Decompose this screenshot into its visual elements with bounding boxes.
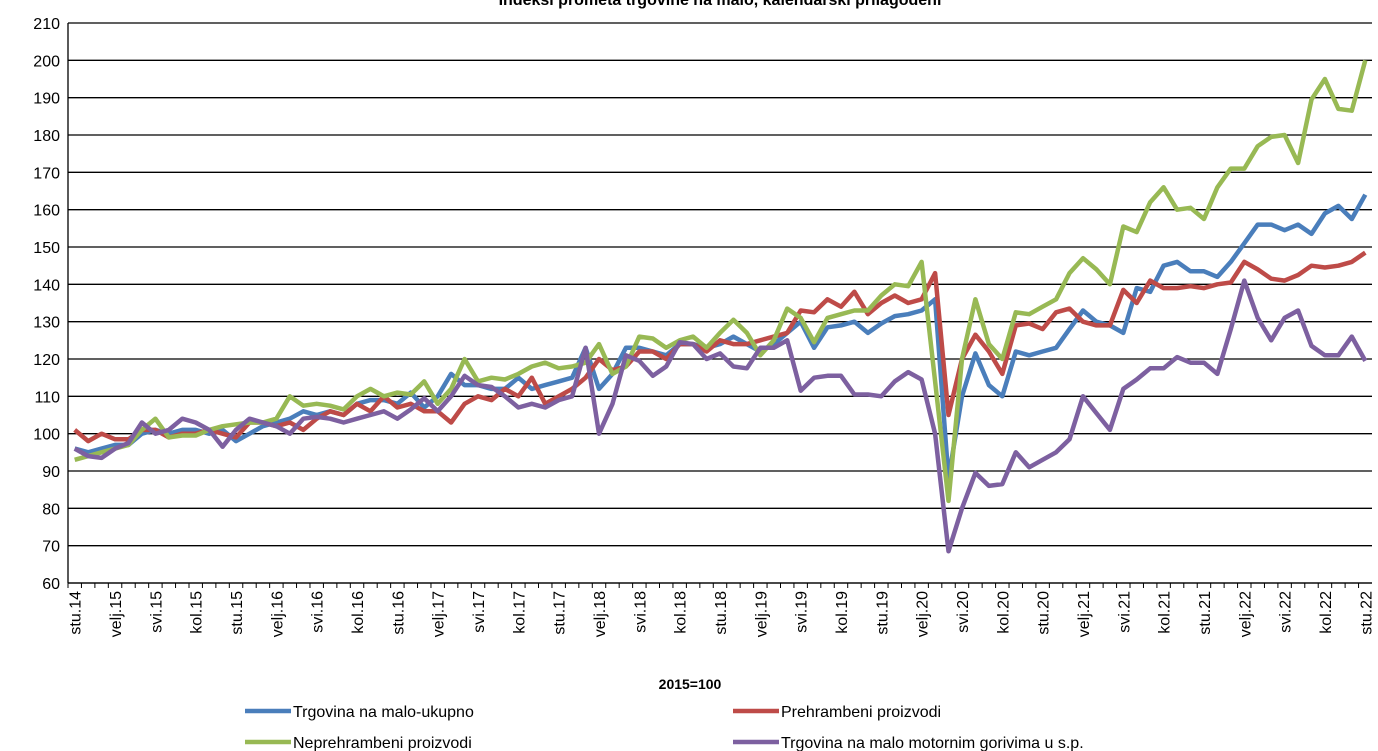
- y-tick-label: 200: [33, 53, 60, 70]
- x-tick-label: stu.20: [1036, 591, 1053, 635]
- x-tick-label: velj.18: [592, 591, 609, 637]
- x-tick-label: svi.20: [955, 591, 972, 633]
- y-tick-label: 60: [42, 576, 60, 593]
- y-tick-label: 180: [33, 128, 60, 145]
- x-tick-label: velj.17: [431, 591, 448, 637]
- legend-label: Trgovina na malo-ukupno: [293, 704, 474, 721]
- x-tick-label: svi.15: [148, 591, 165, 633]
- y-tick-label: 110: [34, 389, 60, 406]
- y-tick-label: 190: [33, 91, 60, 108]
- y-tick-label: 90: [42, 464, 60, 481]
- y-tick-label: 150: [33, 240, 60, 257]
- x-tick-label: stu.15: [229, 591, 246, 635]
- chart-title: Indeksi prometa trgovine na malo, kalend…: [499, 0, 942, 9]
- y-tick-label: 70: [42, 539, 60, 556]
- x-tick-label: velj.19: [753, 591, 770, 637]
- y-tick-label: 80: [42, 501, 60, 518]
- x-tick-label: velj.21: [1076, 591, 1093, 637]
- legend-label: Neprehrambeni proizvodi: [293, 735, 472, 751]
- series-line: [73, 278, 1368, 554]
- series-line: [73, 250, 1367, 444]
- x-tick-label: svi.19: [794, 591, 811, 633]
- y-tick-label: 100: [33, 427, 60, 444]
- x-tick-label: svi.16: [310, 591, 327, 633]
- x-tick-label: svi.18: [632, 591, 649, 633]
- y-tick-label: 210: [33, 16, 60, 33]
- x-tick-label: stu.19: [874, 591, 891, 635]
- y-tick-label: 170: [33, 165, 60, 182]
- series-line: [74, 193, 1368, 481]
- legend-label: Trgovina na malo motornim gorivima u s.p…: [781, 735, 1084, 751]
- x-tick-label: stu.22: [1358, 591, 1375, 635]
- y-tick-label: 160: [33, 203, 60, 220]
- x-tick-label: kol.17: [511, 591, 528, 634]
- y-tick-label: 130: [33, 315, 60, 332]
- series-line: [74, 59, 1368, 504]
- x-axis-label: 2015=100: [659, 676, 722, 692]
- x-tick-label: svi.21: [1116, 591, 1133, 633]
- x-tick-label: kol.22: [1318, 591, 1335, 634]
- x-tick-label: kol.15: [189, 591, 206, 634]
- x-tick-label: stu.17: [552, 591, 569, 635]
- x-tick-label: velj.20: [915, 591, 932, 637]
- x-tick-label: kol.18: [673, 591, 690, 634]
- x-tick-label: svi.17: [471, 591, 488, 633]
- x-tick-label: stu.14: [68, 591, 85, 635]
- y-tick-label: 120: [33, 352, 60, 369]
- legend-label: Prehrambeni proizvodi: [781, 704, 941, 721]
- x-tick-label: stu.18: [713, 591, 730, 635]
- x-tick-label: kol.16: [350, 591, 367, 634]
- x-tick-label: stu.16: [390, 591, 407, 635]
- x-tick-label: kol.20: [995, 591, 1012, 634]
- x-tick-label: velj.16: [269, 591, 286, 637]
- x-tick-label: stu.21: [1197, 591, 1214, 635]
- y-tick-label: 140: [33, 277, 60, 294]
- x-tick-label: kol.19: [834, 591, 851, 634]
- x-tick-label: svi.22: [1278, 591, 1295, 633]
- x-tick-label: kol.21: [1157, 591, 1174, 634]
- x-tick-label: velj.22: [1237, 591, 1254, 637]
- x-tick-label: velj.15: [108, 591, 125, 637]
